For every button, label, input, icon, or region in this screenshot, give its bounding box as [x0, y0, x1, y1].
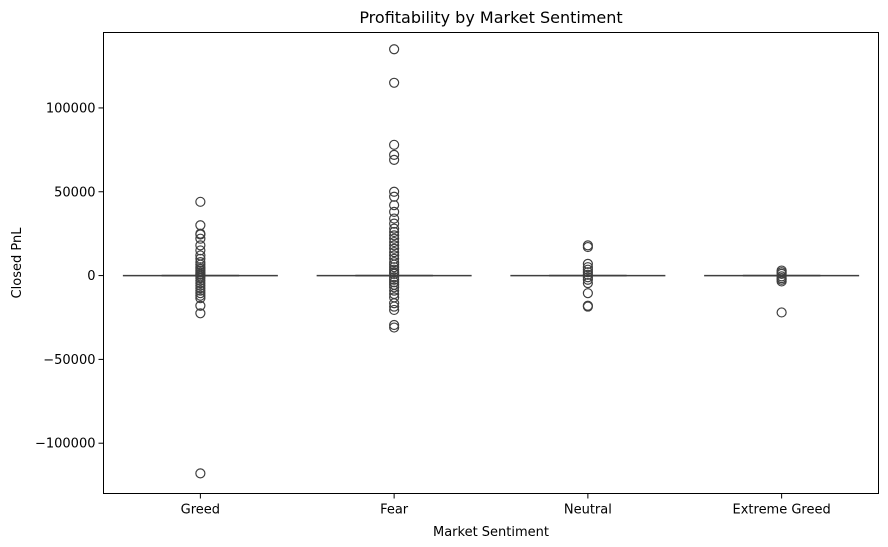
- outlier-point: [389, 264, 400, 275]
- outlier-point: [389, 268, 400, 279]
- outlier-point: [582, 278, 593, 289]
- plot-area: [122, 44, 860, 479]
- x-axis-label: Market Sentiment: [433, 525, 549, 540]
- outlier-point: [195, 220, 206, 231]
- outlier-point: [582, 269, 593, 280]
- outlier-point: [389, 247, 400, 258]
- y-axis: −100000 −50000 0 50000 100000: [35, 101, 104, 452]
- outlier-point: [389, 262, 400, 273]
- outlier-point: [195, 245, 206, 256]
- outlier-point: [389, 191, 400, 202]
- outlier-point: [195, 196, 206, 207]
- outlier-point: [195, 300, 206, 311]
- outlier-point: [389, 274, 400, 285]
- x-tick-label: Neutral: [564, 503, 612, 518]
- x-axis: Greed Fear Neutral Extreme Greed: [181, 493, 831, 518]
- outlier-point: [582, 272, 593, 283]
- x-tick-label: Greed: [181, 503, 220, 518]
- outlier-point: [195, 233, 206, 244]
- outlier-point: [582, 258, 593, 269]
- y-tick-label: −100000: [35, 437, 96, 452]
- outlier-point: [389, 200, 400, 211]
- outlier-point: [582, 262, 593, 273]
- outlier-point: [389, 206, 400, 217]
- outlier-point: [582, 241, 593, 253]
- y-tick-label: 100000: [46, 101, 96, 116]
- outlier-point: [389, 277, 400, 288]
- outlier-point: [195, 240, 206, 251]
- outlier-point: [195, 288, 206, 299]
- outlier-point: [389, 77, 400, 88]
- outlier-point: [389, 304, 400, 316]
- outlier-point: [582, 267, 593, 278]
- outlier-point: [389, 149, 400, 160]
- outlier-point: [389, 226, 400, 238]
- outlier-point: [195, 290, 206, 301]
- outlier-point: [776, 268, 787, 279]
- x-tick-label: Extreme Greed: [733, 503, 831, 518]
- y-axis-label: Closed PnL: [10, 227, 25, 299]
- outlier-point: [195, 253, 206, 264]
- outlier-point: [776, 276, 787, 287]
- outlier-point: [195, 285, 206, 296]
- outlier-point: [195, 308, 206, 319]
- outlier-point: [389, 243, 400, 254]
- outlier-point: [582, 301, 593, 312]
- outlier-point: [389, 322, 400, 333]
- outlier-point: [389, 154, 400, 166]
- outlier-point: [582, 274, 593, 285]
- box-group-neutral: [510, 240, 666, 312]
- outlier-point: [389, 236, 400, 248]
- outlier-point: [389, 213, 400, 224]
- box-group-fear: [316, 44, 472, 333]
- outlier-point: [195, 257, 206, 268]
- outlier-point: [195, 272, 206, 284]
- outlier-point: [389, 218, 400, 229]
- plot-frame: [103, 32, 879, 494]
- outlier-point: [389, 301, 400, 312]
- x-tick-label: Fear: [380, 503, 409, 518]
- outlier-point: [582, 288, 593, 299]
- outlier-point: [195, 229, 206, 240]
- y-tick-label: −50000: [43, 353, 95, 368]
- outlier-point: [389, 186, 400, 197]
- outlier-point: [389, 282, 400, 293]
- outlier-point: [389, 285, 400, 296]
- outlier-point: [389, 223, 400, 234]
- y-tick-label: 50000: [54, 185, 95, 200]
- outlier-point: [195, 468, 206, 479]
- outlier-point: [389, 233, 400, 244]
- chart-title: Profitability by Market Sentiment: [359, 8, 622, 27]
- y-tick-label: 0: [87, 269, 95, 284]
- outlier-point: [389, 139, 400, 150]
- outlier-point: [389, 272, 400, 283]
- outlier-point: [389, 44, 400, 55]
- box-group-extreme-greed: [704, 265, 860, 318]
- outlier-point: [389, 230, 400, 241]
- box-group-greed: [122, 196, 278, 479]
- outlier-point: [195, 293, 206, 304]
- outlier-point: [389, 319, 400, 331]
- outlier-point: [389, 257, 400, 268]
- outlier-point: [389, 253, 400, 264]
- outlier-point: [582, 264, 593, 275]
- outlier-point: [389, 240, 400, 251]
- outlier-point: [195, 278, 206, 289]
- outlier-point: [195, 283, 206, 294]
- outlier-point: [195, 275, 206, 286]
- outlier-point: [776, 307, 787, 318]
- outlier-point: [195, 280, 206, 291]
- outlier-point: [389, 298, 400, 309]
